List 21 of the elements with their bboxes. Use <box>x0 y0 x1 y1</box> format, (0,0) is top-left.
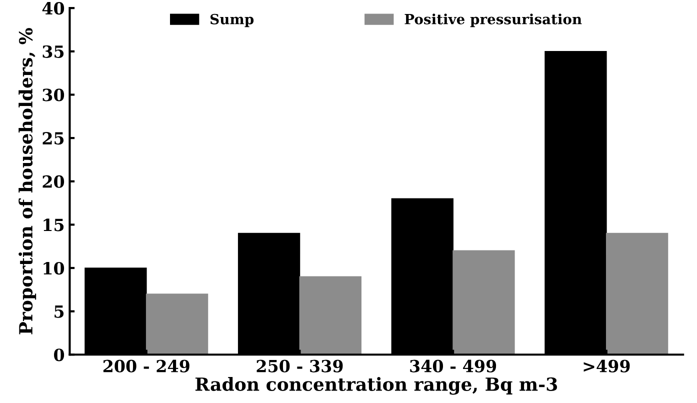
x-axis-title: Radon concentration range, Bq m-3 <box>195 377 557 395</box>
x-tick-label: 200 - 249 <box>103 360 190 372</box>
y-axis-title: Proportion of householders, % <box>18 28 36 334</box>
x-tick-label: 340 - 499 <box>410 360 496 372</box>
legend-label: Positive pressurisation <box>404 14 582 28</box>
y-tick-label: 10 <box>44 262 64 275</box>
y-tick-label: 20 <box>42 175 64 188</box>
legend-label: Sump <box>210 14 254 28</box>
x-tick-label: >499 <box>584 360 630 372</box>
y-tick-label: 30 <box>42 88 64 102</box>
y-tick-label: 0 <box>54 348 64 362</box>
y-tick-label: 35 <box>42 45 64 58</box>
bar <box>299 276 362 355</box>
bar <box>452 250 515 355</box>
bar <box>606 232 668 355</box>
y-tick-label: 25 <box>42 132 64 145</box>
y-tick-label: 5 <box>54 306 64 318</box>
bar <box>146 294 208 355</box>
y-tick-label: 15 <box>44 218 64 232</box>
y-tick-label: 40 <box>42 2 64 15</box>
x-tick-label: 250 - 339 <box>256 360 343 372</box>
